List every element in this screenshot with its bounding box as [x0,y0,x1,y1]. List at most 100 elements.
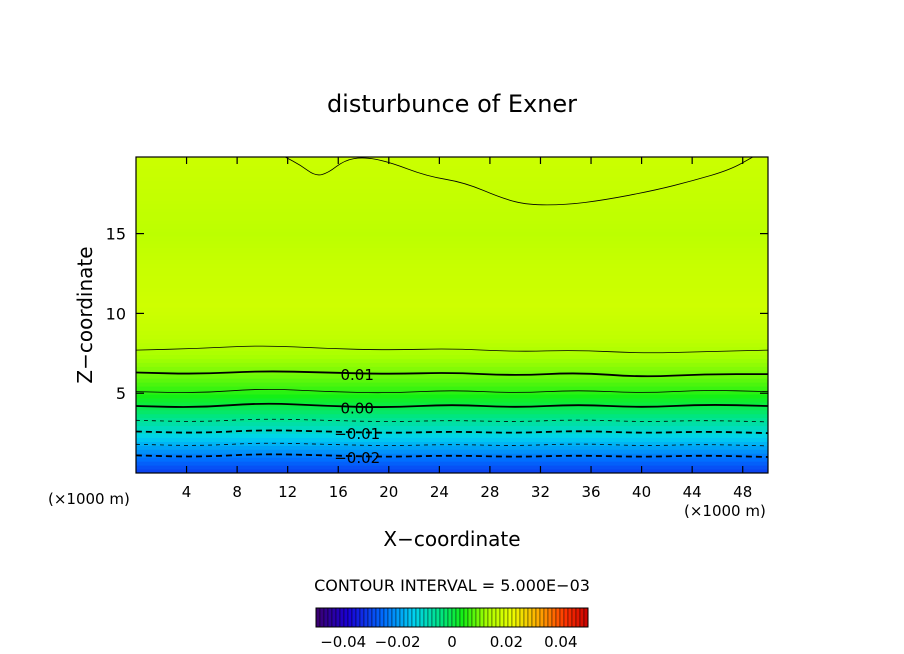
colorbar-swatch [439,607,445,628]
field-band [136,275,768,280]
field-band [136,393,768,399]
colorbar-swatch [547,607,553,628]
plot-frame [135,156,769,474]
field-band [136,421,768,427]
field-band [136,215,768,221]
contour-interval-text: CONTOUR INTERVAL = 5.000E−03 [314,576,590,595]
field-band [136,290,768,296]
colorbar-swatch [411,607,417,628]
colorbar-swatch [503,607,509,628]
colorbar-swatch [459,607,465,628]
field-band [136,184,768,190]
colorbar-swatch [431,607,437,628]
colorbar-swatch [351,607,357,628]
field-band [136,263,768,269]
color-field [136,157,768,473]
colorbar-swatch [371,607,377,628]
field-band [136,223,768,229]
field-band [136,429,768,434]
field-band [136,397,768,403]
field-band [136,322,768,328]
contour-line [136,442,768,447]
field-band [136,342,768,348]
contour-line [136,402,768,408]
colorbar-swatch [515,607,521,628]
colorbar-swatch [315,607,321,628]
field-band [136,157,768,162]
contour-line [136,388,768,394]
colorbar-swatch [395,607,401,628]
y-axis-ticks: 5 10 15 [106,225,768,403]
contour-line [136,345,768,354]
x-tick-label: 40 [632,483,651,501]
colorbar-ticks: −0.04 −0.02 0 0.02 0.04 [320,633,577,651]
field-band [136,444,768,450]
field-band [136,310,768,316]
contour-label: 0.01 [340,366,373,384]
field-band [136,354,768,359]
colorbar-swatch [507,607,513,628]
field-band [136,357,768,363]
field-band [136,302,768,308]
field-band [136,267,768,273]
colorbar-swatch [491,607,497,628]
field-band [136,361,768,367]
colorbar-swatch [543,607,549,628]
colorbar-tick-label: −0.04 [320,633,366,651]
colorbar-swatch [479,607,485,628]
field-band [136,180,768,186]
plot-area: 0.010.00−0.01−0.02 4 8 12 16 20 24 28 32 36 40 44 4… [106,156,769,501]
field-band [136,211,768,217]
field-band [136,247,768,253]
colorbar-swatch [403,607,409,628]
field-band [136,160,768,166]
contour-labels: 0.01 0.00 −0.01 −0.02 [334,366,380,467]
colorbar-swatch [451,607,457,628]
colorbar-swatch [579,607,585,628]
field-band [136,334,768,340]
colorbar-swatch [471,607,477,628]
colorbar-frame [315,607,589,628]
field-band [136,448,768,454]
field-band [136,409,768,415]
field-band [136,436,768,442]
field-band [136,298,768,304]
contour-label: 0.00 [340,400,373,418]
x-unit-label-right: (×1000 m) [684,502,766,520]
contour-line [136,418,768,423]
field-band [136,373,768,379]
colorbar-swatch [415,607,421,628]
colorbar-swatch [343,607,349,628]
field-band [136,346,768,352]
x-tick-label: 16 [329,483,348,501]
field-band [136,338,768,344]
x-tick-label: 24 [430,483,449,501]
field-band [136,413,768,419]
colorbar-swatch [367,607,373,628]
x-tick-label: 36 [581,483,600,501]
colorbar-swatch [335,607,341,628]
x-axis-ticks: 4 8 12 16 20 24 28 32 36 40 44 48 [182,157,752,501]
colorbar-swatch [483,607,489,628]
field-band [136,227,768,233]
colorbar-swatch [575,607,581,628]
x-tick-label: 8 [232,483,242,501]
field-band [136,168,768,174]
colorbar-swatch [523,607,529,628]
contour-label: −0.01 [334,425,380,443]
field-band [136,278,768,284]
colorbar-swatch [435,607,441,628]
contour-lines [136,157,768,458]
field-band [136,306,768,312]
field-band [136,172,768,178]
contour-line [285,157,753,206]
field-band [136,385,768,391]
field-band [136,219,768,225]
colorbar-swatch [427,607,433,628]
field-band [136,456,768,462]
field-band [136,251,768,257]
y-axis-label: Z−coordinate [73,246,97,383]
colorbar: −0.04 −0.02 0 0.02 0.04 [315,607,589,651]
colorbar-swatch [387,607,393,628]
